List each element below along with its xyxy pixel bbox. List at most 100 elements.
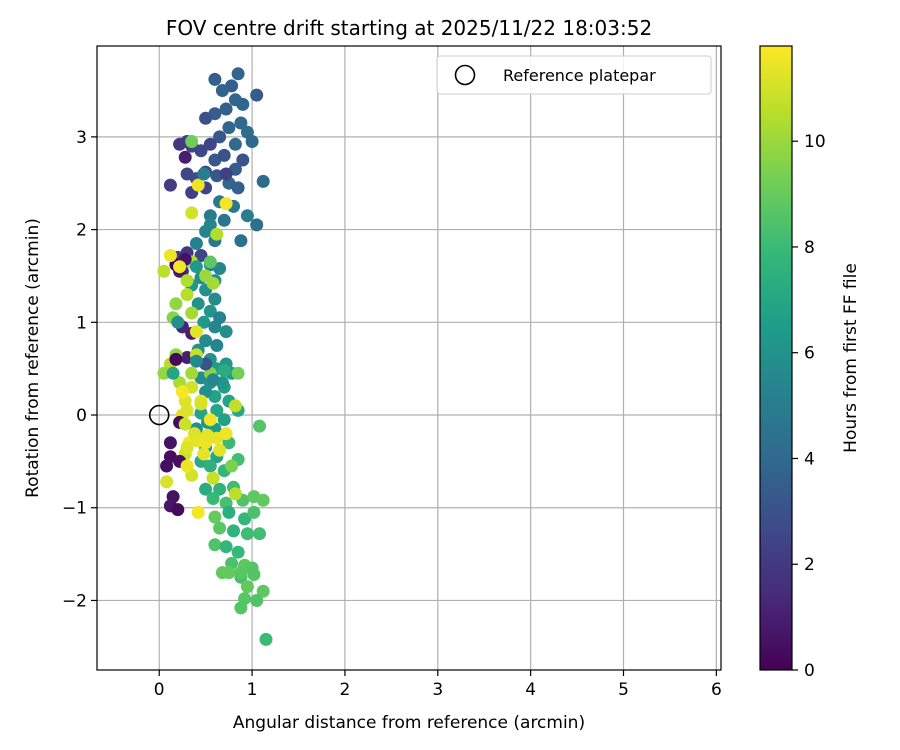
data-point <box>219 540 233 554</box>
data-point <box>222 505 236 519</box>
data-point <box>189 325 203 339</box>
data-point <box>171 503 185 517</box>
legend-label-reference: Reference platepar <box>503 66 656 85</box>
x-tick-label: 5 <box>618 680 629 700</box>
data-point <box>160 459 174 473</box>
reference-platepar-marker <box>148 404 170 426</box>
y-axis: −2 −1 0 1 2 3 <box>62 128 97 611</box>
data-point <box>234 116 248 130</box>
data-point <box>206 471 220 485</box>
colorbar-tick-label: 10 <box>804 132 826 152</box>
data-point <box>234 234 248 248</box>
data-point <box>197 447 211 461</box>
data-point <box>247 568 261 581</box>
data-point <box>208 538 222 552</box>
data-point <box>160 475 174 489</box>
legend-marker-reference <box>454 64 476 86</box>
data-point <box>163 249 177 262</box>
data-point <box>219 102 233 116</box>
data-point <box>213 130 227 144</box>
colorbar-label: Hours from first FF file <box>841 263 861 453</box>
data-point <box>250 88 264 102</box>
data-point <box>208 320 222 334</box>
data-point <box>194 406 208 420</box>
data-point <box>175 385 189 399</box>
data-point <box>231 366 245 380</box>
data-point <box>219 427 233 441</box>
data-point <box>203 218 217 232</box>
data-point <box>236 153 250 167</box>
data-point <box>180 459 194 473</box>
y-tick-label: −2 <box>62 591 87 611</box>
data-point <box>213 482 227 496</box>
data-point <box>245 135 259 148</box>
data-point <box>228 487 242 501</box>
data-point <box>163 178 177 192</box>
data-point <box>166 366 180 380</box>
x-axis: 0 1 2 3 4 5 6 <box>154 670 722 700</box>
data-point <box>208 72 222 86</box>
data-point <box>259 632 273 646</box>
data-point <box>185 206 199 220</box>
data-point <box>231 67 245 81</box>
data-point <box>163 436 177 450</box>
data-point <box>191 297 205 311</box>
data-point <box>206 492 220 505</box>
data-point <box>219 325 233 339</box>
data-point <box>180 288 194 301</box>
data-point <box>222 121 236 135</box>
colorbar-tick-label: 0 <box>804 661 815 681</box>
data-point <box>180 441 194 454</box>
data-point <box>234 566 248 580</box>
data-point <box>199 269 213 283</box>
data-point <box>225 459 239 473</box>
data-point <box>208 510 222 524</box>
data-point <box>169 297 183 311</box>
data-point <box>256 174 270 188</box>
data-point <box>185 366 199 380</box>
y-tick-label: 1 <box>76 313 87 333</box>
data-point <box>180 274 194 288</box>
data-point <box>215 84 229 97</box>
y-tick-label: 2 <box>76 221 87 241</box>
data-point <box>231 181 245 195</box>
data-point <box>238 512 252 526</box>
data-point <box>191 178 205 192</box>
data-point <box>247 505 261 519</box>
data-point <box>203 137 217 151</box>
data-point <box>217 364 231 377</box>
data-point <box>189 354 203 368</box>
data-point <box>191 505 205 519</box>
data-point <box>240 580 254 594</box>
colorbar-tick-label: 6 <box>804 344 815 364</box>
data-point <box>219 167 233 181</box>
data-point <box>189 237 203 250</box>
data-point <box>219 197 233 211</box>
data-point <box>178 417 192 431</box>
data-point <box>203 413 217 427</box>
data-point <box>253 419 266 433</box>
chart-title: FOV centre drift starting at 2025/11/22 … <box>166 16 652 40</box>
data-point <box>199 482 213 496</box>
data-point <box>178 150 192 164</box>
data-point <box>180 403 194 417</box>
data-point <box>199 334 213 348</box>
data-point <box>256 584 270 598</box>
data-point <box>157 366 171 380</box>
data-point <box>171 315 185 329</box>
data-point <box>213 443 227 457</box>
data-point <box>213 521 227 535</box>
data-point <box>256 493 270 507</box>
data-point <box>185 306 199 320</box>
data-point <box>253 527 266 541</box>
x-tick-label: 0 <box>154 680 165 700</box>
data-point <box>215 566 229 580</box>
data-point <box>203 459 217 473</box>
data-point <box>213 262 227 275</box>
data-point <box>197 315 211 329</box>
y-axis-label: Rotation from reference (arcmin) <box>23 218 43 498</box>
colorbar-tick-label: 4 <box>804 449 815 469</box>
y-tick-label: 0 <box>76 406 87 426</box>
data-point <box>203 304 217 318</box>
